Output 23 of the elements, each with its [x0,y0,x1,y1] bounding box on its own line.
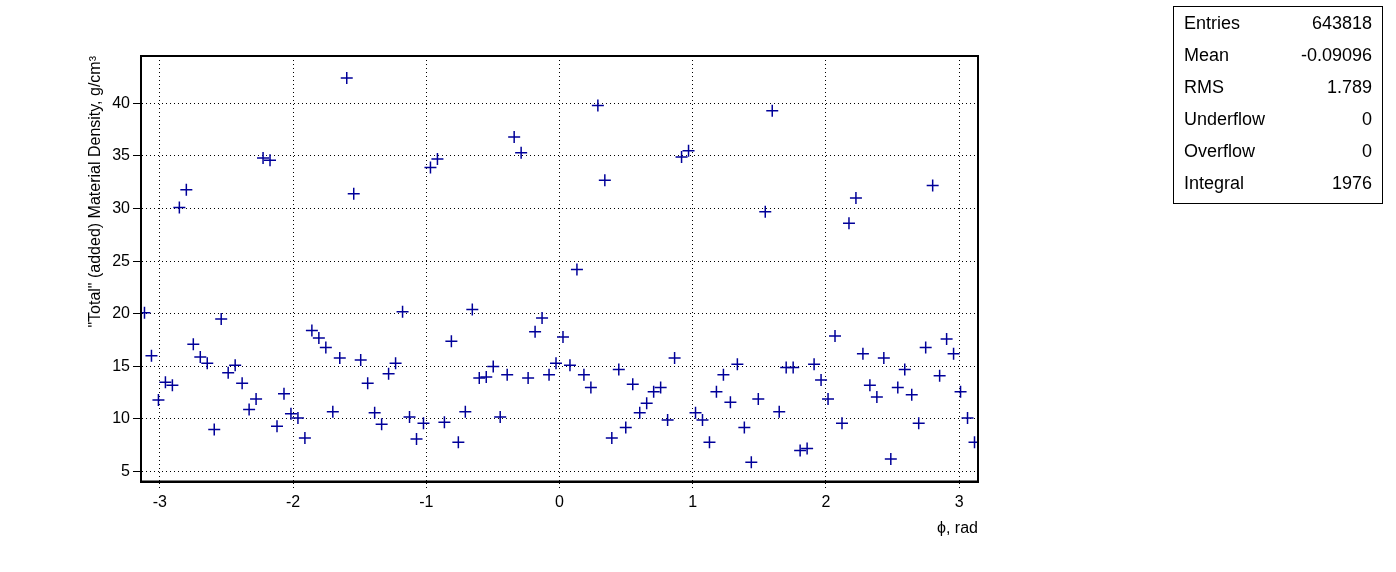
text: Entries 643818 [1184,13,1372,33]
x-tick-label: 2 [821,492,831,510]
text: Integral 1976 [1184,173,1372,193]
x-tick-label: 3 [954,492,964,510]
y-axis-title: "Total" (added) Material Density, g/cm³ [86,55,104,328]
y-tick-label: 5 [121,462,131,480]
y-tick-label: 40 [112,93,131,111]
y-tick-label: 10 [112,409,131,427]
y-tick-label: 25 [112,251,131,269]
text: RMS 1.789 [1184,77,1372,97]
x-tick-label: 1 [688,492,698,510]
text: Underflow 0 [1184,109,1372,129]
x-axis-title: ϕ, rad [937,518,978,536]
x-tick-label: -3 [152,492,168,510]
y-tick-label: 20 [112,304,131,322]
text: Mean -0.09096 [1184,45,1372,65]
x-tick-label: -1 [419,492,434,510]
x-tick-label: 0 [555,492,565,510]
text: Overflow 0 [1184,141,1372,161]
y-tick-label: 30 [112,198,131,216]
y-tick-label: 15 [112,356,131,374]
y-tick-label: 35 [112,146,131,164]
x-tick-label: -2 [285,492,301,510]
